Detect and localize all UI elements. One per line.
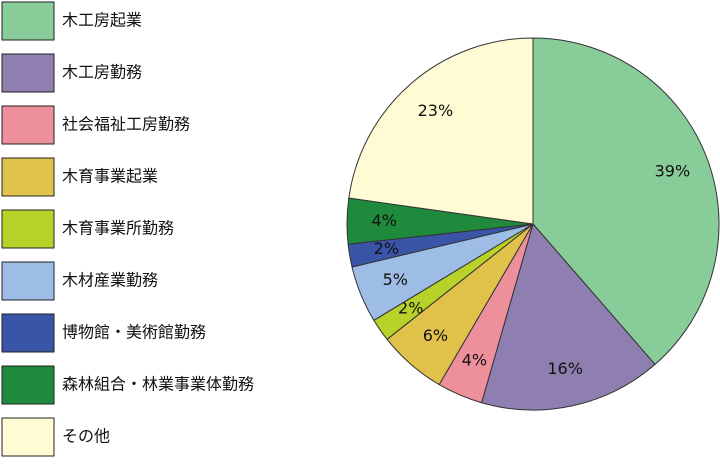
legend-swatch xyxy=(1,365,55,405)
data-label: 4% xyxy=(372,211,397,230)
legend-label: 博物館・美術館勤務 xyxy=(62,323,206,342)
legend-label: その他 xyxy=(62,427,110,446)
pie-slice xyxy=(480,222,656,411)
legend-swatch xyxy=(1,313,55,353)
data-label: 23% xyxy=(418,101,454,120)
legend-label: 木工房勤務 xyxy=(62,63,142,82)
legend-label: 木育事業起業 xyxy=(62,167,158,186)
data-label: 39% xyxy=(655,161,691,180)
legend-swatch xyxy=(1,157,55,197)
data-label: 16% xyxy=(547,359,583,378)
legend-swatch xyxy=(1,1,55,41)
legend-swatch xyxy=(1,417,55,457)
data-label: 2% xyxy=(374,239,399,258)
data-label: 6% xyxy=(423,326,448,345)
legend-swatch xyxy=(1,105,55,145)
data-label: 4% xyxy=(462,350,487,369)
legend-label: 森林組合・林業事業体勤務 xyxy=(62,375,254,394)
pie-slice xyxy=(348,37,534,225)
data-label: 2% xyxy=(398,298,423,317)
legend-swatch xyxy=(1,53,55,93)
data-label: 5% xyxy=(383,270,408,289)
legend-label: 木材産業勤務 xyxy=(62,271,158,290)
legend-label: 木工房起業 xyxy=(62,11,142,30)
pie-slice xyxy=(532,37,720,366)
legend-swatch xyxy=(1,261,55,301)
legend-label: 木育事業所勤務 xyxy=(62,219,174,238)
legend-label: 社会福祉工房勤務 xyxy=(62,115,190,134)
legend-swatch xyxy=(1,209,55,249)
